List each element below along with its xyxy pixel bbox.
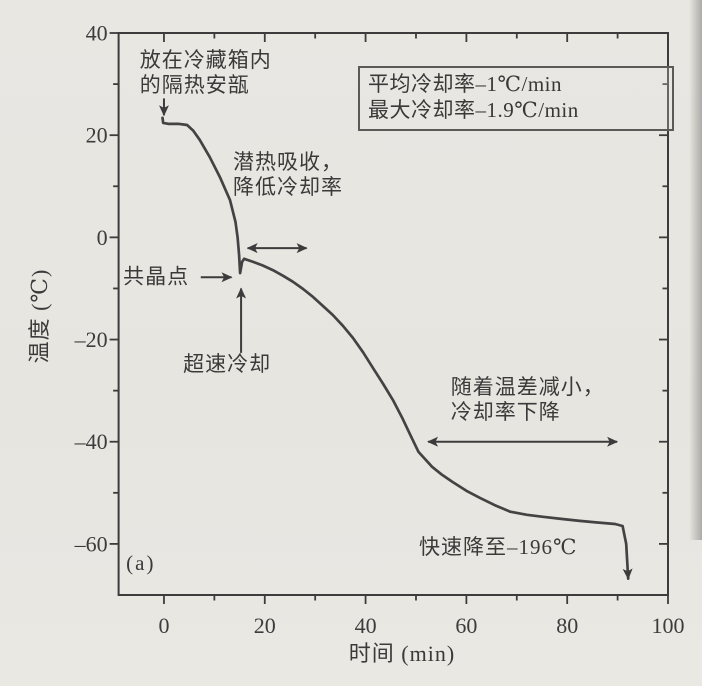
axis-ticks-group <box>109 32 669 604</box>
eutectic-point-label: 共晶点 <box>123 264 190 289</box>
plot-frame-group <box>117 32 670 596</box>
annotation-arrows-group <box>158 98 619 447</box>
cooling-curve-path <box>161 116 633 581</box>
x-tick-label: 20 <box>254 613 276 638</box>
x-tick-label: 0 <box>158 613 169 638</box>
scan-edge-shadow <box>689 0 702 540</box>
x-tick-label: 60 <box>455 613 477 638</box>
y-tick-label: –20 <box>74 327 108 352</box>
average-cooling-rate-line: 平均冷却率–1℃/min <box>368 71 563 96</box>
max-cooling-rate-line: 最大冷却率–1.9℃/min <box>368 97 579 122</box>
x-tick-label: 40 <box>355 613 377 638</box>
y-tick-label: –40 <box>74 429 108 454</box>
y-axis-title: 温度 (℃) <box>27 268 52 364</box>
panel-label: (a) <box>126 551 156 576</box>
y-tick-label: –60 <box>74 531 108 556</box>
tick-labels-group: 0 20 40 60 80 100 40 20 0 –20 –40 –60 <box>74 21 685 639</box>
supercooling-label: 超速冷却 <box>183 351 272 376</box>
rapid-drop-note: 快速降至–196℃ <box>419 535 578 560</box>
y-tick-label: 40 <box>86 21 108 46</box>
plot-frame <box>117 32 670 596</box>
latent-heat-note: 潜热吸收， 降低冷却率 <box>233 149 344 199</box>
x-tick-label: 80 <box>556 613 578 638</box>
y-tick-label: 0 <box>97 225 108 250</box>
curve-group <box>161 116 633 581</box>
ampoule-note: 放在冷藏箱内 的隔热安瓿 <box>139 47 272 97</box>
x-axis-title: 时间 (min) <box>348 641 456 666</box>
y-tick-label: 20 <box>86 123 108 148</box>
x-tick-label: 100 <box>652 613 685 638</box>
cooling-rate-box: 平均冷却率–1℃/min 最大冷却率–1.9℃/min <box>358 65 675 132</box>
temp-difference-note: 随着温差减小， 冷却率下降 <box>450 374 605 424</box>
